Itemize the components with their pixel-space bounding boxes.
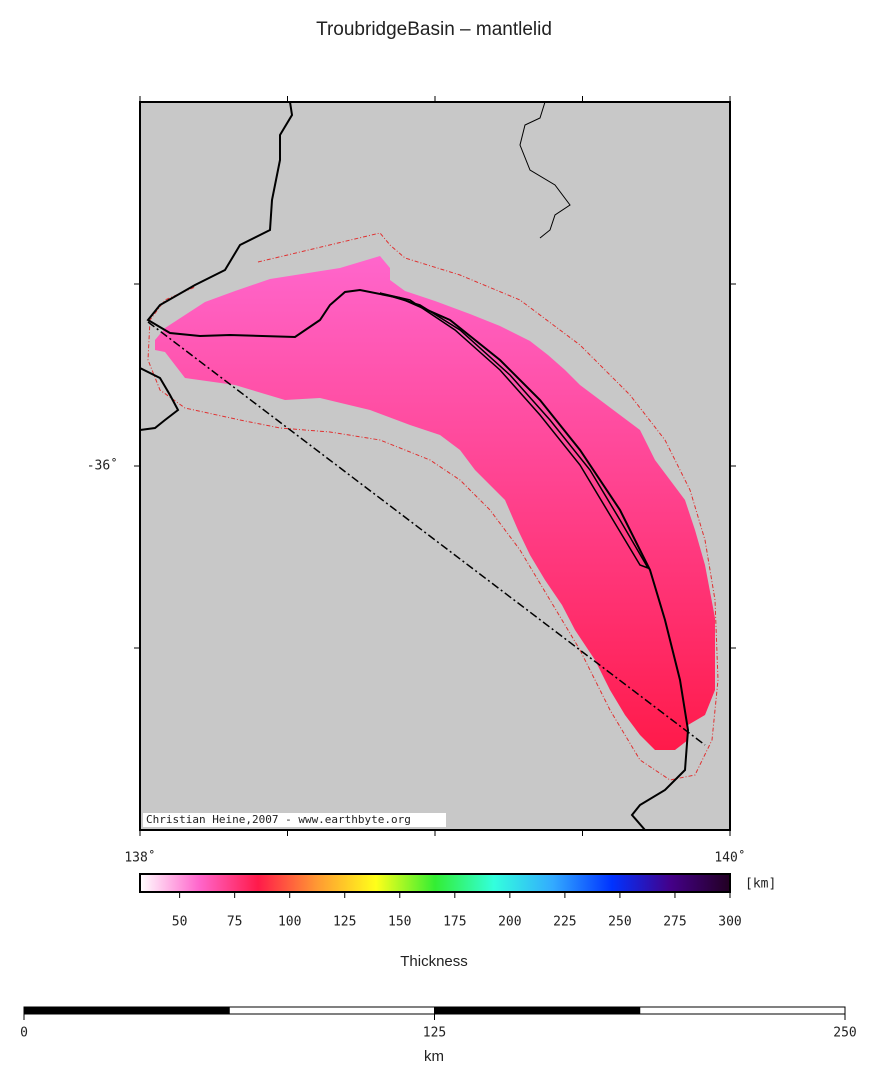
colorbar [139, 873, 731, 893]
colorbar-tick-label: 75 [227, 915, 243, 930]
x-tick-label: 140˚ [714, 850, 745, 866]
credit: Christian Heine,2007 - www.earthbyte.org [146, 813, 411, 826]
colorbar-tick-label: 225 [553, 915, 576, 930]
scalebar-segment [434, 1006, 641, 1015]
scalebar-segment [639, 1006, 846, 1015]
scalebar-segment [23, 1006, 230, 1015]
colorbar-tick-label: 300 [718, 915, 741, 930]
colorbar-tick-label: 50 [172, 915, 188, 930]
colorbar-unit: [km] [745, 877, 776, 892]
lagoon [379, 292, 650, 570]
colorbar-tick-label: 275 [663, 915, 686, 930]
colorbar-tick-label: 150 [388, 915, 411, 930]
scalebar-segment [228, 1006, 435, 1015]
x-tick-label: 138˚ [124, 850, 155, 866]
profile-line [147, 321, 706, 746]
thickness-region [155, 256, 715, 750]
scalebar-tick-label: 250 [833, 1026, 856, 1041]
colorbar-tick-label: 175 [443, 915, 466, 930]
river [519, 102, 571, 239]
credit-box [143, 813, 446, 827]
scalebar-tick-label: 0 [20, 1026, 28, 1041]
scalebar-unit: km [424, 1048, 444, 1065]
scalebar-tick-label: 125 [423, 1026, 446, 1041]
colorbar-tick-label: 200 [498, 915, 521, 930]
coastline [140, 367, 180, 431]
colorbar-label: Thickness [400, 953, 468, 970]
coastline [146, 102, 690, 830]
map-area: Christian Heine,2007 - www.earthbyte.org [140, 102, 730, 830]
colorbar-tick-label: 125 [333, 915, 356, 930]
title: TroubridgeBasin – mantlelid [316, 19, 552, 40]
y-tick-label: -36˚ [87, 458, 118, 474]
colorbar-tick-label: 100 [278, 915, 301, 930]
colorbar-tick-label: 250 [608, 915, 631, 930]
